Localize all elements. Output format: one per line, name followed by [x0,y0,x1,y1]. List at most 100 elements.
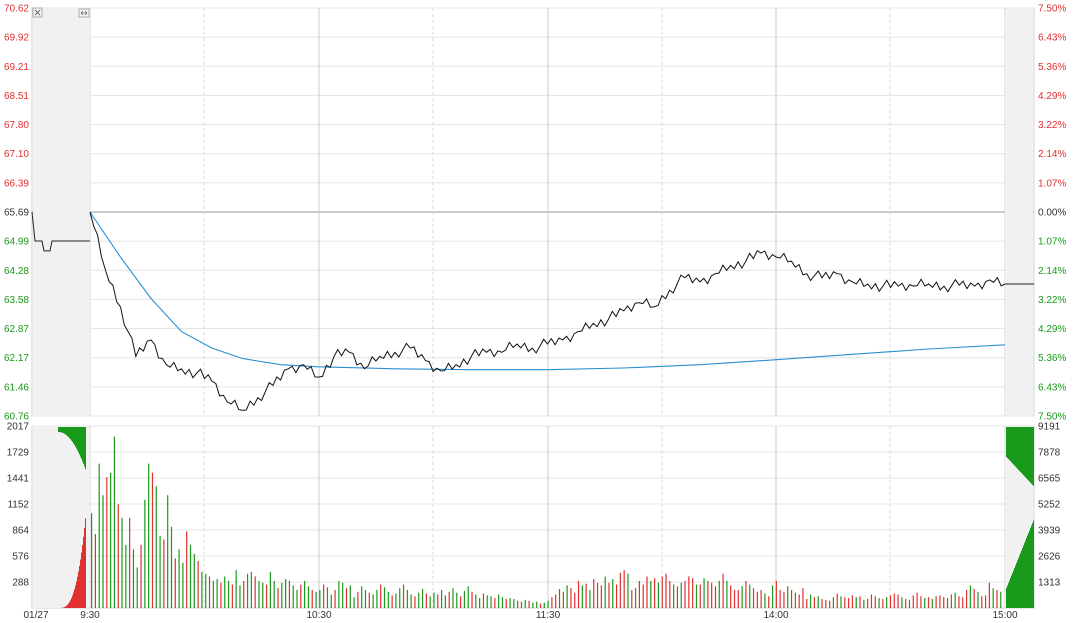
volume-bar [220,582,222,608]
volume-bar [231,584,233,608]
volume-bar [615,584,618,608]
volume-bar [471,591,473,608]
volume-bar [920,596,922,608]
volume-bar [140,544,142,608]
price-tick-label: 64.28 [4,266,29,277]
pre-market-volume-bar [68,603,69,608]
pre-market-volume-bar [59,427,60,433]
volume-bar [475,594,477,608]
volume-bar [349,585,351,608]
post-market-volume-bar [1015,427,1016,467]
volume-axis-right-labels: 9191 7878 6565 5252 3939 2626 1313 [1038,422,1061,589]
average-price-line [89,211,1006,371]
volume-bar [311,589,313,608]
post-market-volume-bar [1021,427,1022,474]
volume-bar [281,582,283,608]
volume-bar [596,582,599,608]
volume-bar [912,595,914,608]
volume-bar [345,588,348,608]
post-market-volume-bar [1026,427,1027,479]
pre-market-volume-bar [81,552,82,608]
volume-bar [437,594,439,608]
average-price-polyline [89,211,1006,371]
pre-market-volume-bar [71,427,72,441]
volume-bar [958,596,960,608]
volume-bar [737,589,739,608]
pre-market-volume-bar [64,427,65,434]
volume-bar [790,589,793,608]
volume-bar [635,588,637,608]
volume-right-tick-label: 6565 [1038,474,1061,485]
volume-bar [726,580,728,608]
post-market-volume-bar [1033,520,1034,608]
volume-bar [151,472,154,608]
post-market-volume-bar [1010,578,1011,608]
volume-bar [631,589,633,608]
pre-market-volume-bar [76,427,77,449]
close-icon-glyph [34,9,41,16]
volume-bar [855,597,857,608]
volume-bar [410,594,412,608]
volume-bar [227,580,230,608]
volume-bar [711,582,713,608]
volume-bar [505,598,507,608]
volume-bar [159,535,161,608]
volume-bar [246,573,249,608]
price-tick-label: 68.51 [4,91,29,102]
volume-tick-label: 2017 [7,422,30,433]
volume-bar [642,584,644,608]
post-market-volume-bar [1018,427,1019,470]
post-market-volume-bar [1022,548,1023,608]
volume-bar [148,463,150,608]
volume-bar [809,594,812,608]
volume-bar [916,592,918,608]
volume-bar [882,598,884,608]
volume-bar [783,591,785,608]
volume-bar [494,598,496,608]
volume-bar [897,594,899,608]
volume-bar [224,576,226,608]
volume-bar [707,580,709,608]
percent-tick-label: 0.00% [1038,208,1066,219]
volume-bar [977,591,979,608]
volume-bar [608,582,610,608]
pre-market-volume-bar [69,427,70,439]
volume-bar [574,592,576,608]
volume-bar [844,597,846,608]
volume-tick-label: 1152 [7,500,29,511]
post-market-volume-bar [1019,555,1020,608]
volume-bar [749,584,751,608]
volume-tick-label: 576 [12,552,29,563]
post-market-volume-bar [1030,427,1031,483]
pre-market-volume-bar [76,581,77,608]
volume-bar [1000,591,1002,608]
price-tick-label: 64.99 [4,237,29,248]
volume-bar [178,549,180,608]
pre-market-volume-bar [78,571,79,608]
volume-bar [874,596,876,608]
pre-market-volume-bar [66,605,67,608]
pre-market-volume-bar [73,592,74,608]
pre-market-volume-bar [62,427,63,433]
pre-market-volume-bar [84,427,85,467]
pre-market-volume-bar [82,427,83,462]
volume-bar [543,602,545,608]
volume-bar [988,582,990,608]
volume-bar [440,589,443,608]
percent-tick-label: 2.14% [1038,149,1066,160]
post-market-volume-bar [1025,427,1026,478]
post-market-shade [1005,9,1033,416]
volume-bar [486,595,488,608]
volume-bar [901,597,903,608]
percent-axis-labels: 7.50% 6.43% 5.36% 4.29% 3.22% 2.14% 1.07% 0.00%… [1038,4,1066,423]
volume-bar [380,584,382,608]
volume-bar [250,571,252,608]
post-market-volume-bar [1027,427,1028,480]
post-market-volume-bar [1021,550,1022,608]
volume-bar [136,567,138,608]
pre-market-volume-bar [83,536,84,608]
volume-bar [326,587,329,608]
pre-market-volume-bar [77,576,78,608]
post-market-volume-bar [1032,427,1033,485]
volume-bar [817,596,819,608]
